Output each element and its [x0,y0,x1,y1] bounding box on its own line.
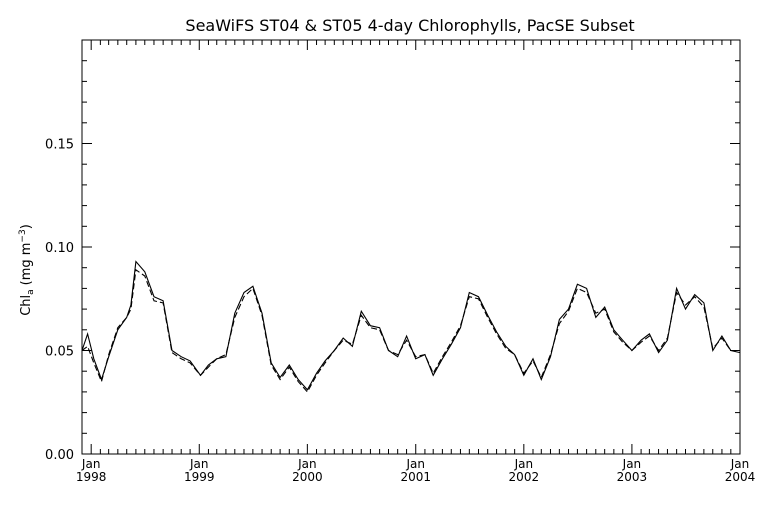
y-axis-label-sub: a [26,289,36,295]
x-tick-label-year: 2000 [292,470,323,484]
x-tick-label-year: 1998 [76,470,107,484]
series-line-2-dashed [81,268,740,393]
x-tick-label-month: Jan [730,457,750,471]
y-axis-label-base: Chl [19,295,34,316]
plot-frame [81,39,741,455]
y-tick-label: 0.00 [45,448,74,463]
y-axis-label: Chla (mg m−3) [18,224,36,316]
y-tick-label: 0.10 [45,241,74,256]
series-layer [81,260,741,393]
chart-title: SeaWiFS ST04 & ST05 4-day Chlorophylls, … [185,16,634,35]
y-tick-label: 0.05 [45,345,74,360]
series-line-1-solid [81,260,741,391]
x-tick-label-year: 1999 [184,470,215,484]
y-axis-label-units-close: ) [19,224,34,229]
x-tick-label-month: Jan [297,457,317,471]
x-tick-label-month: Jan [514,457,534,471]
x-tick-label-year: 2002 [509,470,540,484]
y-axis-label-units: (mg m [19,243,34,286]
y-axis-label-units-sup: −3 [18,229,28,242]
x-tick-label-year: 2003 [617,470,648,484]
x-tick-label-month: Jan [189,457,209,471]
x-tick-label-year: 2001 [400,470,431,484]
x-tick-label-year: 2004 [725,470,756,484]
y-tick-label: 0.15 [45,138,74,153]
x-tick-label-month: Jan [405,457,425,471]
x-ticks: Jan1998Jan1999Jan2000Jan2001Jan2002Jan20… [76,40,755,484]
y-ticks: 0.00 0.05 0.10 0.15 [45,39,740,463]
x-tick-label-month: Jan [81,457,101,471]
x-tick-label-month: Jan [622,457,642,471]
